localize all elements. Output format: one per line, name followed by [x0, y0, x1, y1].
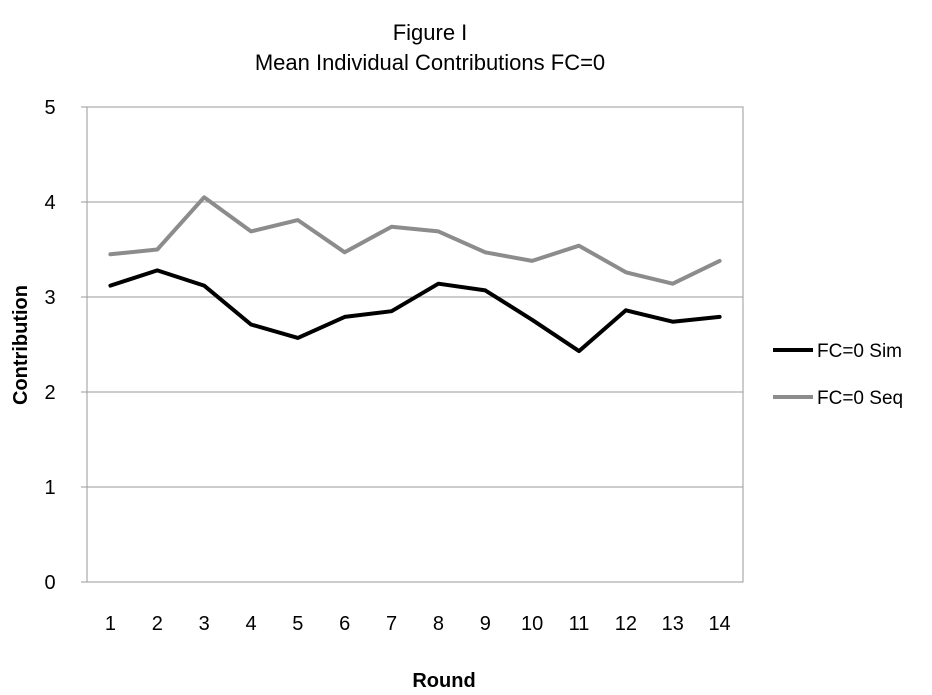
- series-line-0: [108, 268, 722, 354]
- legend-label-0: FC=0 Sim: [817, 341, 902, 362]
- y-axis-ticks: 0 1 2 3 4 5: [44, 97, 87, 594]
- y-tick-label: 1: [44, 477, 55, 499]
- x-axis-ticks: 1 2 3 4 5 6 7 8 9 10 11 12 13 14: [105, 613, 731, 635]
- series-lines: [108, 195, 722, 354]
- y-tick-label: 0: [44, 572, 55, 594]
- x-tick-label: 3: [199, 613, 210, 635]
- gridlines: [86, 106, 744, 583]
- y-tick-label: 5: [44, 97, 55, 119]
- x-tick-label: 9: [480, 613, 491, 635]
- x-tick-label: 2: [152, 613, 163, 635]
- x-tick-label: 13: [662, 613, 684, 635]
- legend: FC=0 Sim FC=0 Seq: [773, 341, 903, 409]
- chart-subtitle: Mean Individual Contributions FC=0: [255, 50, 605, 75]
- x-tick-label: 4: [245, 613, 256, 635]
- chart-title: Figure I: [393, 20, 468, 45]
- y-axis-label: Contribution: [10, 285, 32, 405]
- x-tick-label: 12: [615, 613, 637, 635]
- series-line-1: [108, 195, 722, 286]
- x-tick-label: 10: [521, 613, 543, 635]
- x-tick-label: 14: [708, 613, 730, 635]
- x-tick-label: 11: [569, 613, 590, 635]
- x-tick-label: 8: [433, 613, 444, 635]
- y-tick-label: 3: [44, 287, 55, 309]
- y-tick-label: 2: [44, 382, 55, 404]
- x-tick-label: 5: [292, 613, 303, 635]
- x-tick-label: 7: [386, 613, 397, 635]
- y-tick-label: 4: [44, 192, 55, 214]
- x-tick-label: 6: [339, 613, 350, 635]
- x-tick-label: 1: [105, 613, 116, 635]
- legend-label-1: FC=0 Seq: [817, 388, 903, 409]
- plot-area-border: [86, 106, 744, 583]
- x-axis-label: Round: [412, 670, 475, 690]
